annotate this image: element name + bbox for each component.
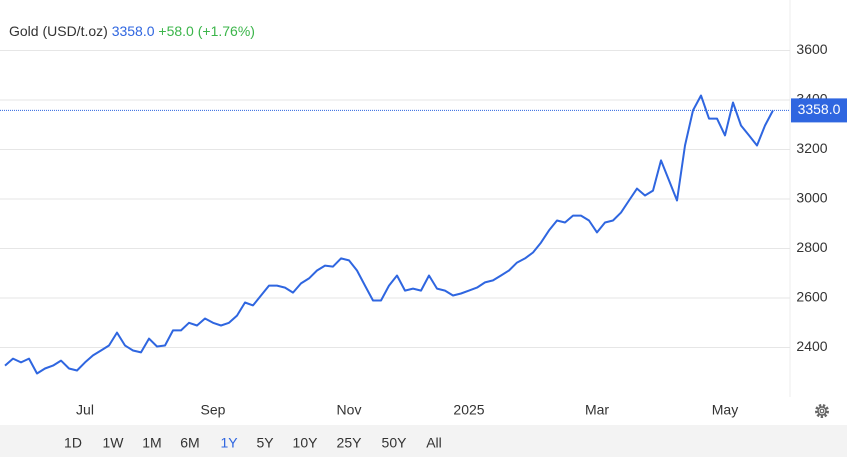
price: 3358.0 bbox=[112, 23, 155, 39]
range-button[interactable]: All bbox=[426, 435, 442, 451]
y-tick-label: 2800 bbox=[796, 239, 827, 255]
x-tick-label: Mar bbox=[585, 402, 609, 418]
range-button[interactable]: 6M bbox=[180, 435, 199, 451]
plot: 2400260028003000320034003600JulSepNov202… bbox=[0, 41, 847, 418]
range-button[interactable]: 5Y bbox=[256, 435, 274, 451]
range-button[interactable]: 25Y bbox=[337, 435, 363, 451]
change: +58.0 (+1.76%) bbox=[158, 23, 255, 39]
range-button[interactable]: 1W bbox=[103, 435, 125, 451]
y-tick-label: 3600 bbox=[796, 41, 827, 57]
toolbar bbox=[0, 425, 847, 457]
x-tick-label: Sep bbox=[201, 402, 226, 418]
range-button[interactable]: 10Y bbox=[293, 435, 319, 451]
range-button[interactable]: 1M bbox=[142, 435, 161, 451]
chart-title: Gold (USD/t.oz) bbox=[9, 23, 108, 39]
x-tick-label: Jul bbox=[76, 402, 94, 418]
last-price-label: 3358.0 bbox=[798, 101, 841, 117]
range-button[interactable]: 1D bbox=[64, 435, 82, 451]
y-tick-label: 2400 bbox=[796, 338, 827, 354]
y-tick-label: 3200 bbox=[796, 140, 827, 156]
price-line-series bbox=[4, 94, 774, 375]
settings-icon[interactable] bbox=[815, 404, 829, 418]
x-tick-label: Nov bbox=[337, 402, 362, 418]
x-tick-label: 2025 bbox=[453, 402, 484, 418]
last-price-tag bbox=[791, 98, 847, 123]
y-tick-label: 3000 bbox=[796, 190, 827, 206]
header: Gold (USD/t.oz) 3358.0 +58.0 (+1.76%) bbox=[9, 23, 255, 39]
x-tick-label: May bbox=[712, 402, 738, 418]
range-button[interactable]: 50Y bbox=[382, 435, 408, 451]
range-button[interactable]: 1Y bbox=[220, 435, 238, 451]
y-tick-label: 2600 bbox=[796, 289, 827, 305]
